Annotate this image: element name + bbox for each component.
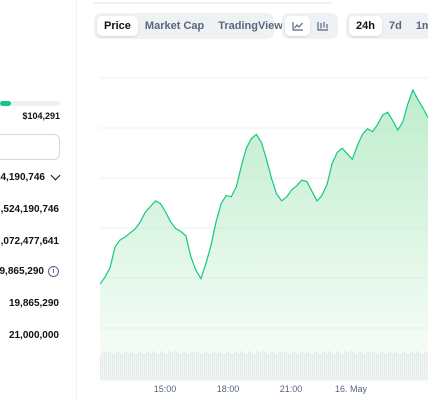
- x-tick-label: 18:00: [216, 384, 240, 394]
- line-chart-button[interactable]: [285, 16, 310, 36]
- stat-value: 19,865,290: [8, 298, 59, 309]
- stat-row: 19,865,290 i: [0, 266, 59, 277]
- tab-1m[interactable]: 1m: [415, 20, 428, 32]
- tab-price[interactable]: Price: [97, 16, 138, 36]
- chart-type-tabs: [282, 13, 338, 39]
- x-tick-label: 21:00: [279, 384, 303, 394]
- stat-row[interactable]: 24,190,746: [0, 170, 61, 183]
- price-range-fill: [0, 101, 11, 106]
- candlestick-icon: [316, 22, 328, 31]
- tab-underline: [94, 2, 332, 4]
- tab-market-cap[interactable]: Market Cap: [144, 20, 205, 32]
- price-range-high: $104,291: [22, 111, 60, 121]
- candlestick-button[interactable]: [310, 16, 335, 36]
- tab-24h[interactable]: 24h: [349, 16, 382, 36]
- price-line: [100, 88, 428, 285]
- stat-value: ,524,190,746: [0, 204, 59, 215]
- panel-divider: [76, 0, 77, 400]
- currency-converter-input[interactable]: [0, 134, 60, 160]
- stat-row: 21,000,000: [9, 330, 59, 341]
- x-tick-label: 16. May: [334, 384, 368, 394]
- chevron-down-icon[interactable]: [50, 170, 61, 181]
- price-area: [100, 90, 428, 380]
- tab-tradingview[interactable]: TradingView: [218, 20, 283, 32]
- info-icon[interactable]: i: [48, 266, 59, 277]
- coin-stats-panel: $104,291 24,190,746 ,524,190,746 ,072,47…: [0, 0, 76, 400]
- price-range-bar: [0, 101, 60, 106]
- x-tick-label: 15:00: [153, 384, 177, 394]
- stat-row: ,524,190,746: [1, 204, 59, 215]
- stat-row: ,072,477,641: [1, 236, 59, 247]
- stat-value: ,072,477,641: [0, 236, 59, 247]
- stat-value: 21,000,000: [8, 330, 59, 341]
- line-chart-icon: [291, 22, 303, 31]
- time-range-tabs: 24h 7d 1m: [346, 13, 428, 39]
- stat-value: 19,865,290: [0, 266, 44, 277]
- chart-view-tabs: Price Market Cap TradingView: [94, 13, 283, 39]
- price-chart[interactable]: [100, 40, 428, 400]
- tab-7d[interactable]: 7d: [388, 20, 402, 32]
- stat-value: 24,190,746: [0, 172, 45, 183]
- stat-row: 19,865,290: [9, 298, 59, 309]
